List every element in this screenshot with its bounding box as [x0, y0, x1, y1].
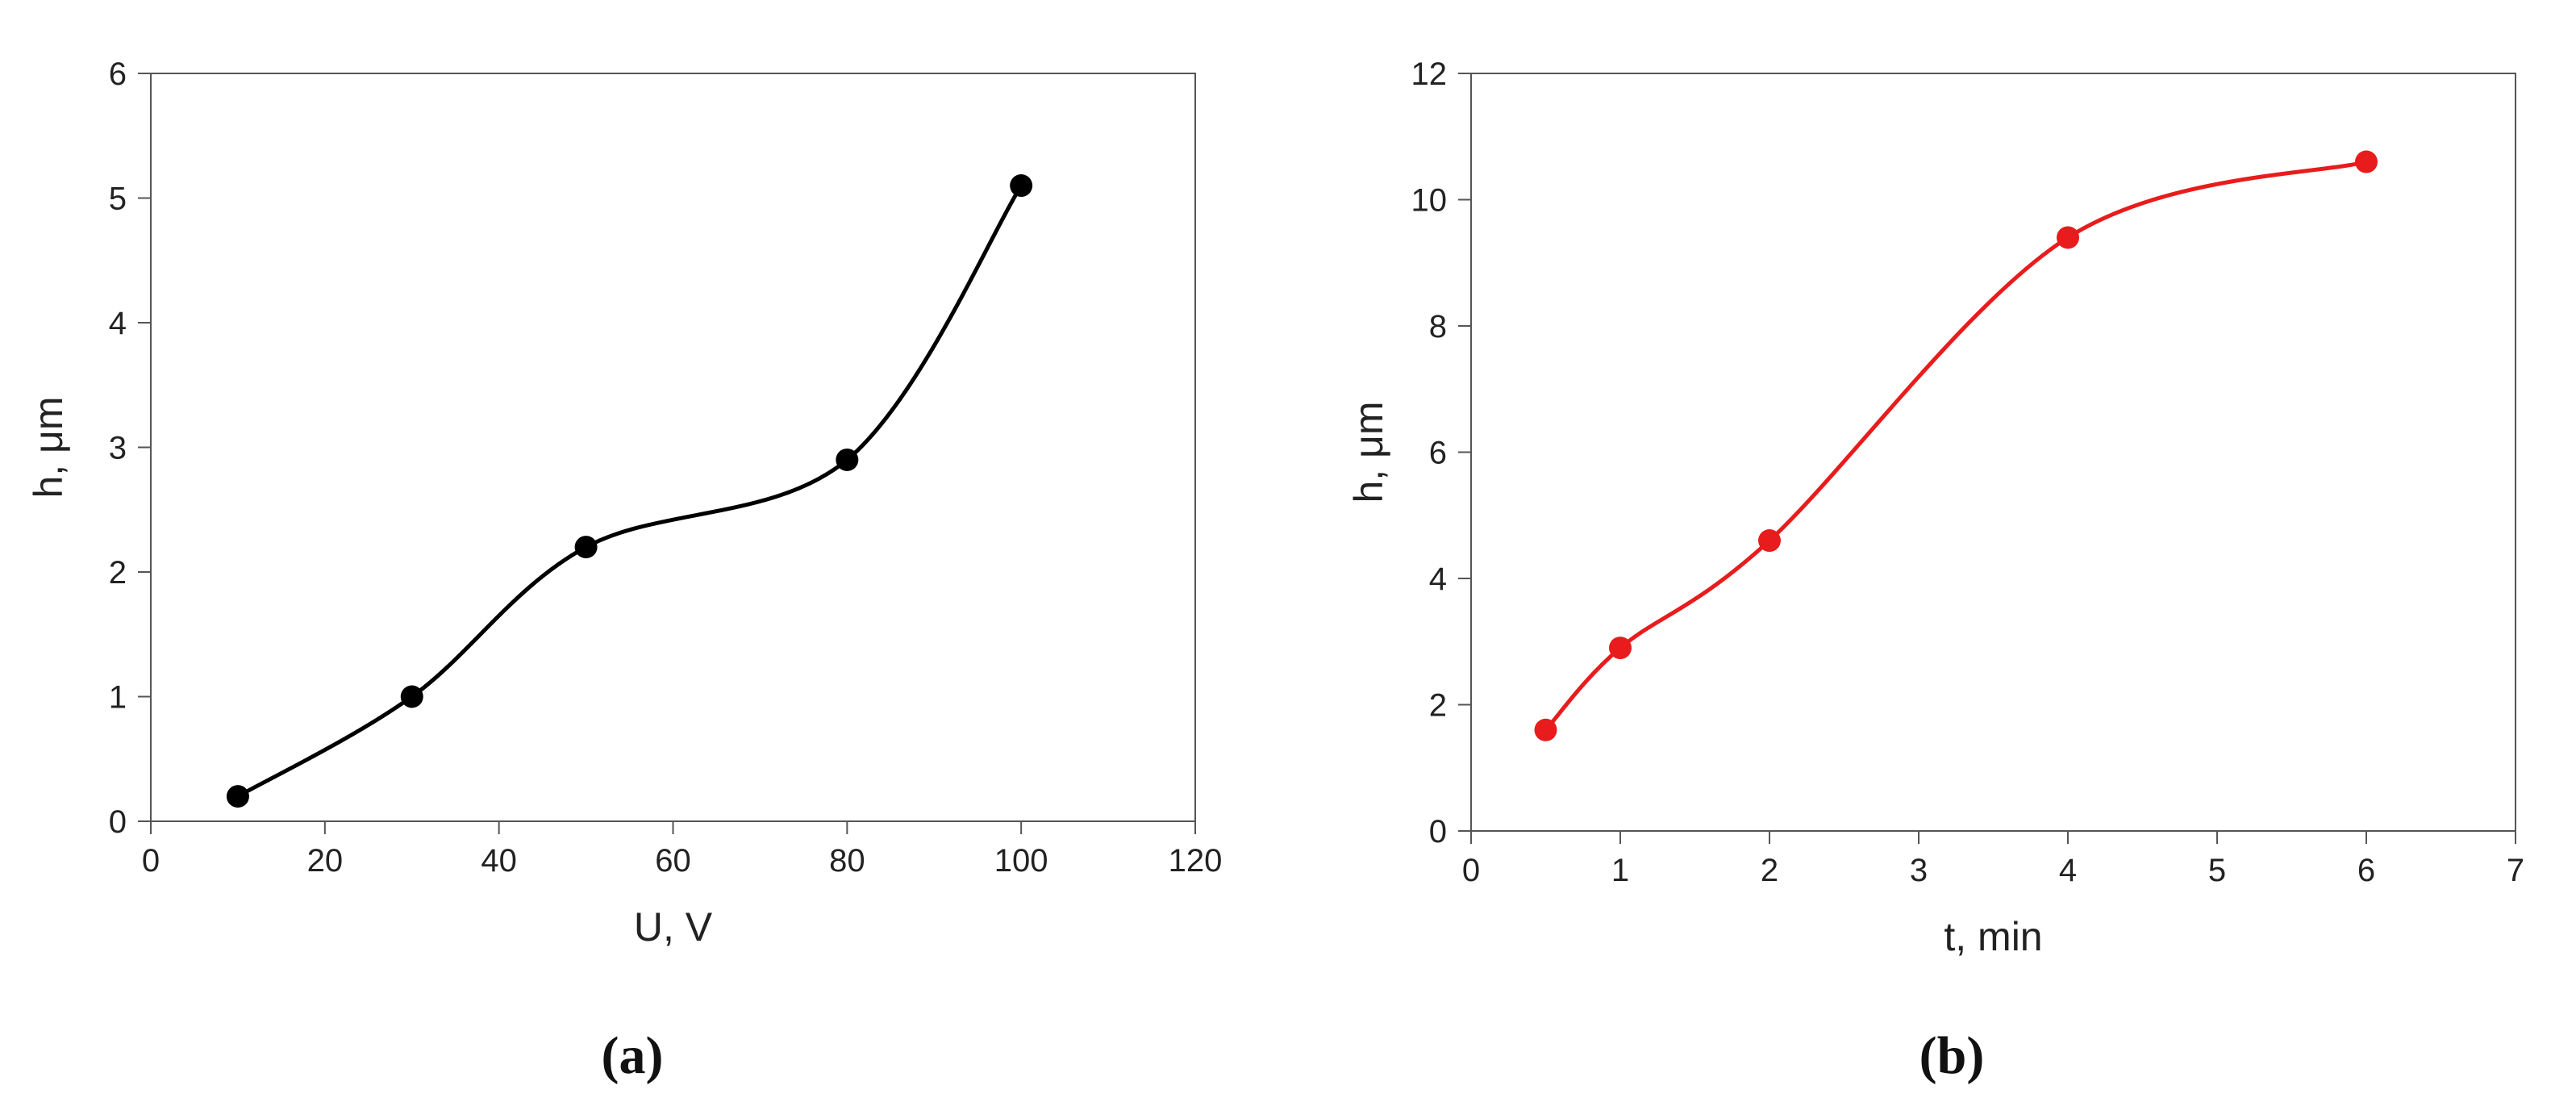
data-point — [1758, 529, 1781, 553]
y-tick-label: 0 — [109, 804, 127, 840]
x-tick-label: 80 — [829, 843, 865, 879]
x-tick-label: 6 — [2357, 853, 2375, 888]
y-tick-label: 5 — [109, 182, 127, 217]
x-tick-label: 100 — [994, 843, 1048, 879]
x-tick-label: 0 — [142, 843, 160, 879]
x-tick-label: 60 — [655, 843, 691, 879]
x-tick-label: 3 — [1910, 853, 1928, 888]
y-tick-label: 6 — [1429, 436, 1447, 471]
x-tick-label: 20 — [307, 843, 344, 879]
x-tick-label: 1 — [1611, 853, 1629, 888]
x-tick-label: 4 — [2059, 853, 2077, 888]
data-point — [1609, 637, 1632, 660]
y-axis-title: h, μm — [26, 396, 71, 498]
y-tick-label: 0 — [1429, 814, 1447, 850]
x-tick-label: 2 — [1761, 853, 1778, 888]
data-point — [1010, 174, 1033, 198]
x-tick-label: 5 — [2208, 853, 2226, 888]
data-point — [1534, 718, 1557, 741]
y-tick-label: 8 — [1429, 309, 1447, 344]
x-tick-label: 40 — [481, 843, 517, 879]
series-line — [236, 183, 1023, 799]
y-tick-label: 4 — [1429, 562, 1447, 597]
data-point — [226, 785, 249, 808]
x-axis-title: U, V — [634, 904, 713, 950]
x-tick-label: 7 — [2507, 853, 2524, 888]
y-tick-label: 12 — [1411, 56, 1448, 92]
panel-label: (a) — [602, 1026, 664, 1085]
y-tick-label: 3 — [109, 431, 127, 466]
x-tick-label: 0 — [1462, 853, 1480, 888]
chart-panel-a: 0 20 40 60 80 100 120 0 1 2 3 4 5 6 U, V h, μm (a) — [26, 56, 1222, 1085]
y-tick-label: 6 — [109, 56, 127, 92]
y-tick-label: 1 — [109, 680, 127, 716]
y-axis-title: h, μm — [1346, 401, 1391, 503]
y-tick-label: 10 — [1411, 183, 1448, 219]
y-tick-label: 2 — [109, 555, 127, 591]
panel-label: (b) — [1919, 1026, 1985, 1085]
y-tick-label: 2 — [1429, 688, 1447, 724]
data-point — [836, 448, 859, 471]
y-tick-label: 4 — [109, 306, 127, 341]
data-point — [574, 536, 598, 559]
data-point — [2057, 226, 2079, 249]
x-axis-title: t, min — [1944, 914, 2042, 959]
x-tick-label: 120 — [1169, 843, 1223, 879]
data-point — [400, 685, 423, 708]
data-point — [2355, 150, 2378, 173]
